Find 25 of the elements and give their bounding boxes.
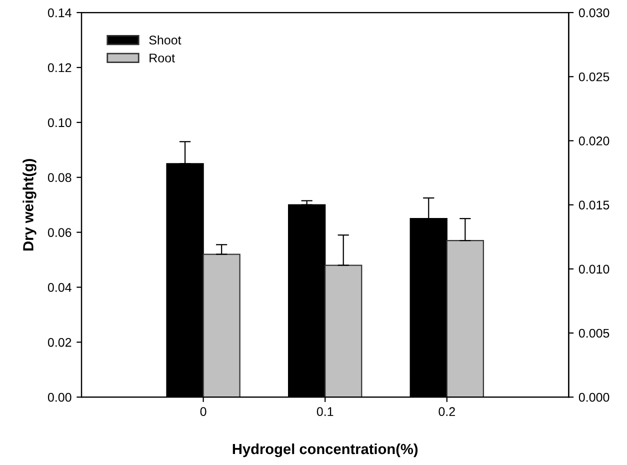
y2-tick-label: 0.020	[578, 136, 610, 146]
y-tick-label: 0.14	[48, 8, 72, 18]
bar	[202, 254, 240, 398]
y-tick-label: 0.08	[48, 173, 72, 182]
bar	[446, 240, 484, 398]
y2-tick-label: 0.025	[578, 72, 610, 82]
x-axis-title: Hydrogel concentration(%)	[232, 443, 418, 458]
x-tick-label: 0.2	[438, 407, 455, 416]
y-tick-label: 0.00	[48, 392, 72, 402]
y2-tick-label: 0.000	[578, 392, 610, 402]
y2-tick-label: 0.010	[578, 264, 610, 274]
legend-label: Shoot	[149, 35, 182, 45]
bar	[324, 264, 362, 398]
y-tick-label: 0.06	[48, 228, 72, 237]
y2-tick-label: 0.005	[578, 328, 610, 338]
y-tick-label: 0.02	[48, 338, 72, 347]
legend-label: Root	[150, 54, 175, 62]
y-tick-label: 0.12	[48, 63, 72, 72]
y-axis-title: Dry weight(g)	[22, 158, 36, 250]
y-tick-label: 0.04	[48, 283, 72, 292]
y2-tick-label: 0.015	[578, 200, 610, 210]
x-tick-label: 0.1	[316, 407, 334, 416]
x-tick-label: 0	[200, 407, 206, 416]
y-tick-label: 0.10	[48, 118, 72, 128]
y2-tick-label: 0.030	[578, 8, 610, 18]
